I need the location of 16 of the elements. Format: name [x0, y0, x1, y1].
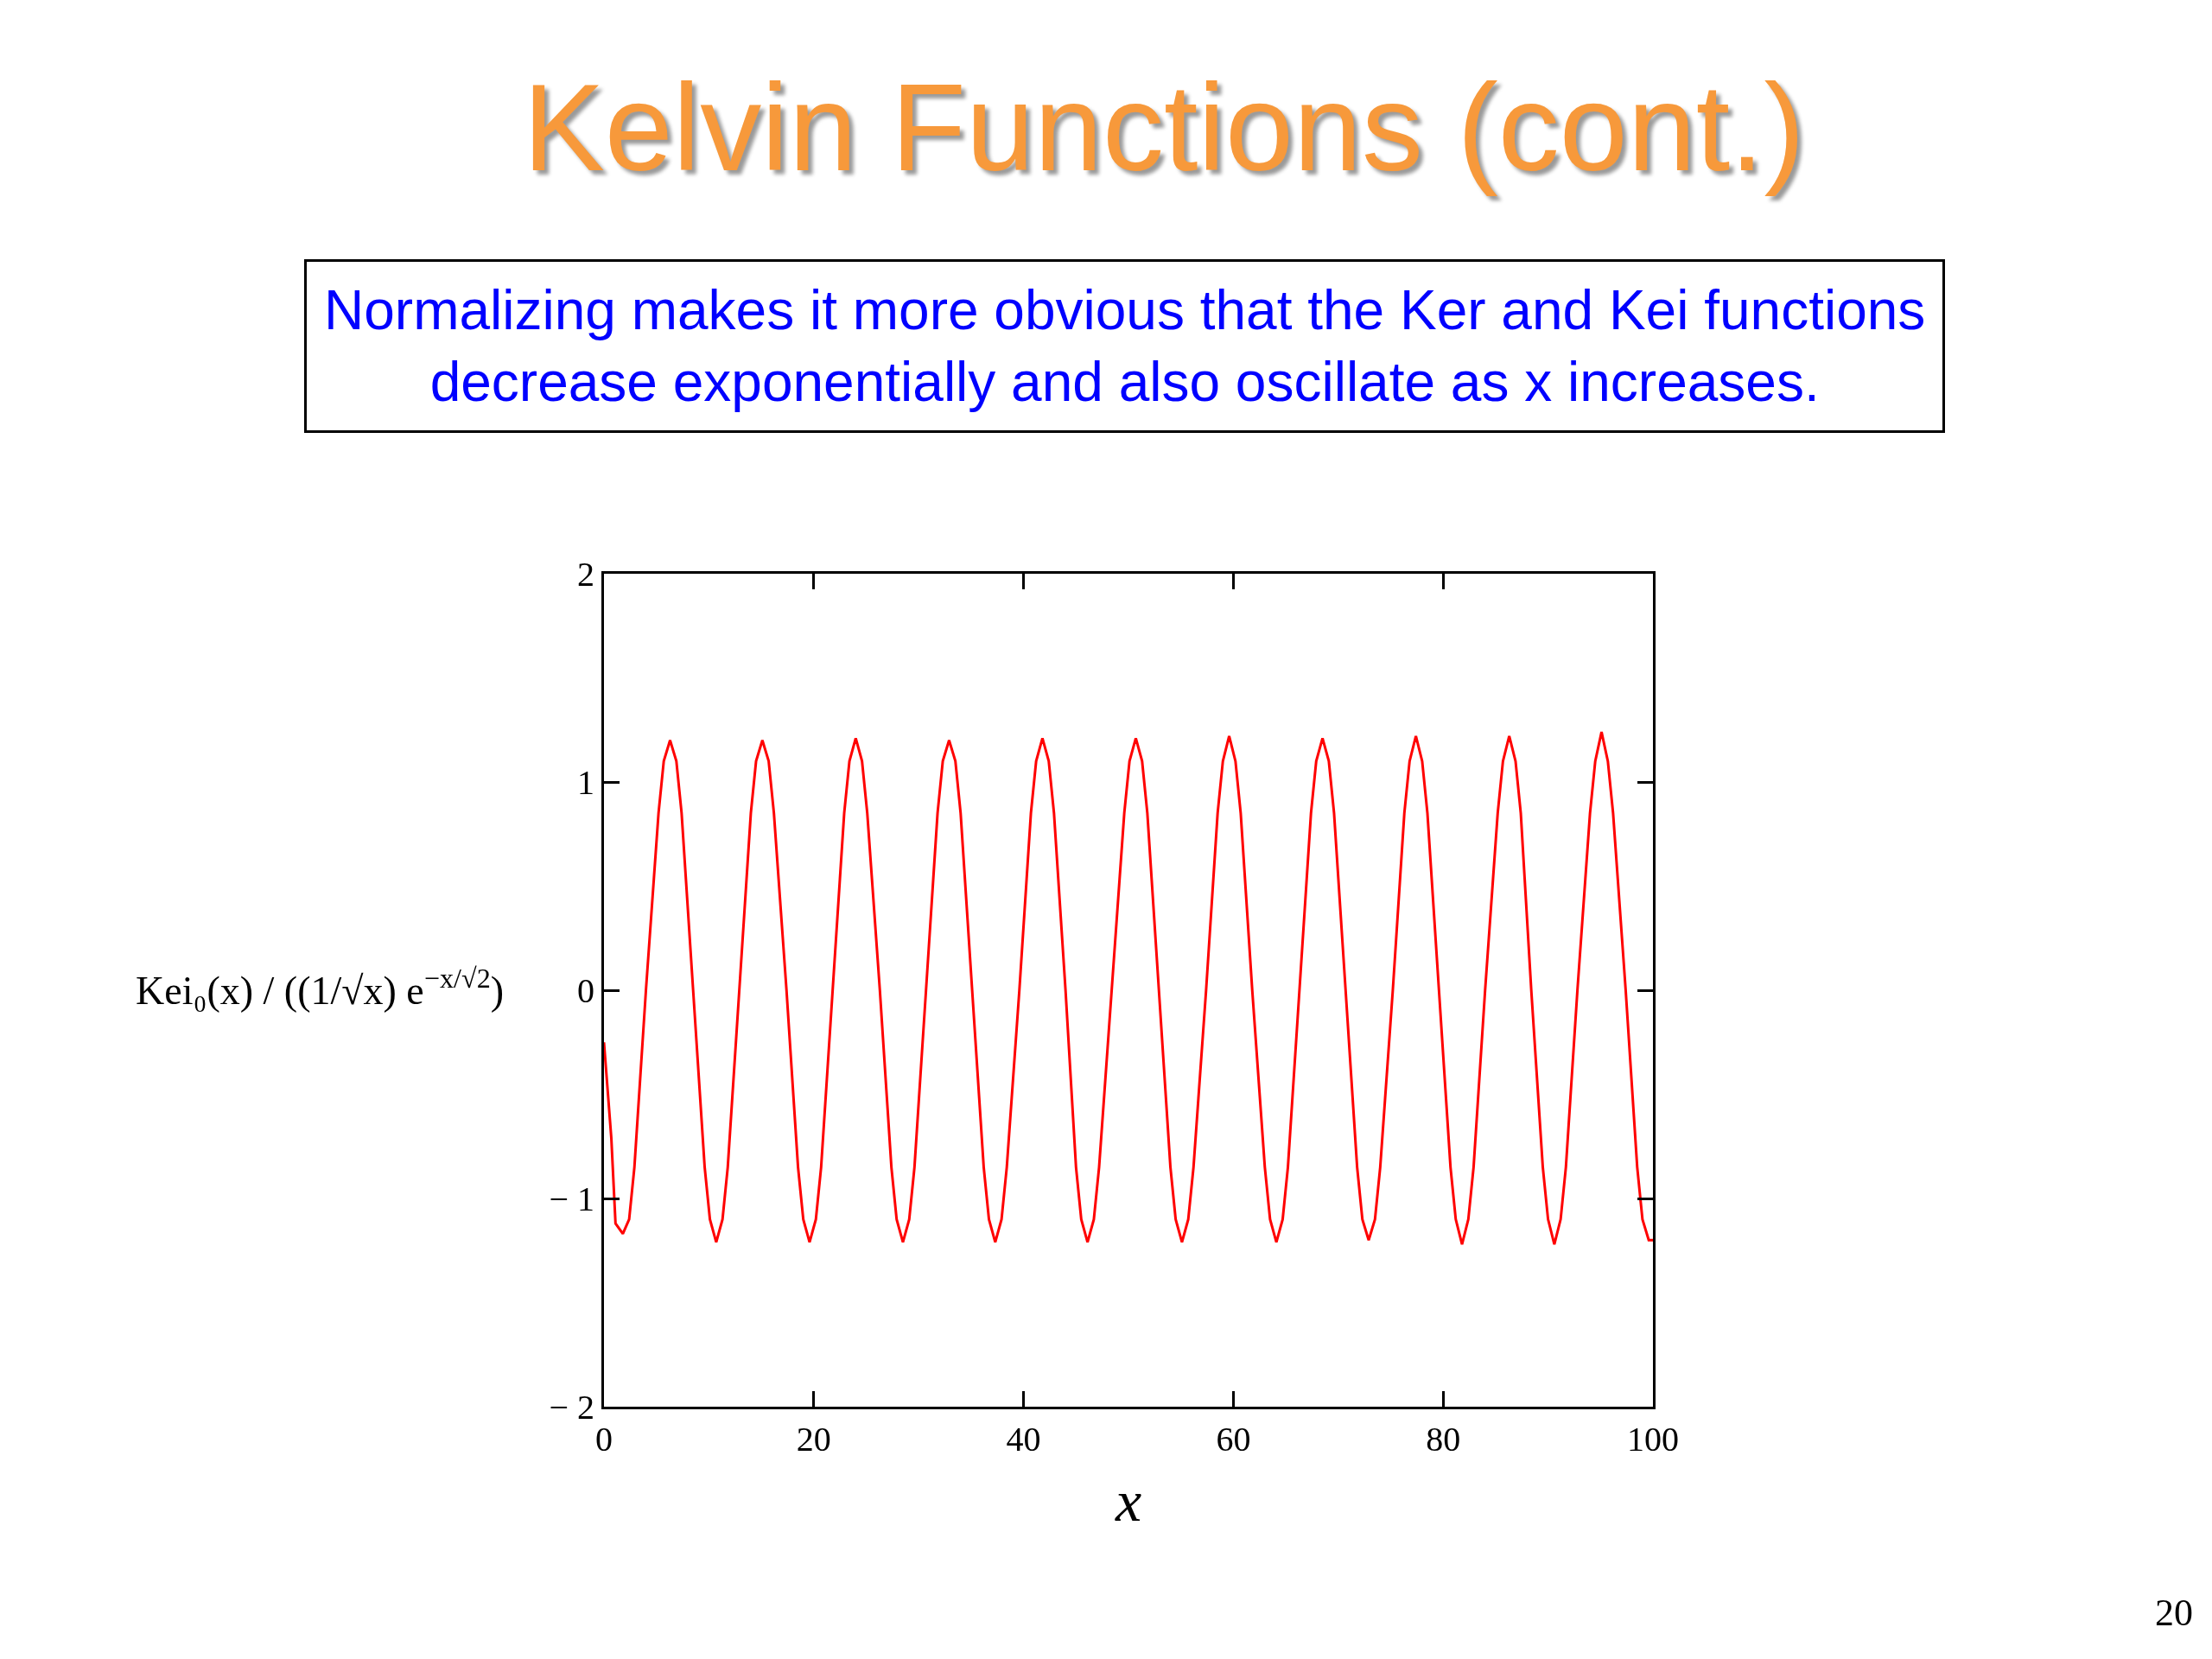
y-axis-title: Kei₀(x) / ((1/√x) e$^{−x/√2}$)	[136, 963, 505, 1014]
y-tick-label: − 1	[549, 1179, 594, 1218]
chart-subtitle: Normalizing makes it more obvious that the Ker and Kei functions decrease exponentially and also oscillate as x increases.	[324, 279, 1926, 414]
y-tick-label: 2	[577, 555, 594, 594]
chart-title: Kelvin Functions (cont.)	[523, 58, 1805, 196]
y-tick-label: − 2	[549, 1388, 594, 1427]
x-tick-label: 20	[796, 1420, 831, 1459]
x-axis-title: x	[1114, 1468, 1142, 1535]
text: 20	[2155, 1592, 2193, 1634]
x-tick-label: 60	[1216, 1420, 1251, 1459]
y-tick-label: 1	[577, 763, 594, 802]
y-tick-label: 0	[577, 971, 594, 1010]
x-tick-label: 80	[1426, 1420, 1461, 1459]
x-tick-label: 100	[1627, 1420, 1679, 1459]
line-series	[604, 730, 1653, 1246]
x-tick-label: 40	[1006, 1420, 1041, 1459]
